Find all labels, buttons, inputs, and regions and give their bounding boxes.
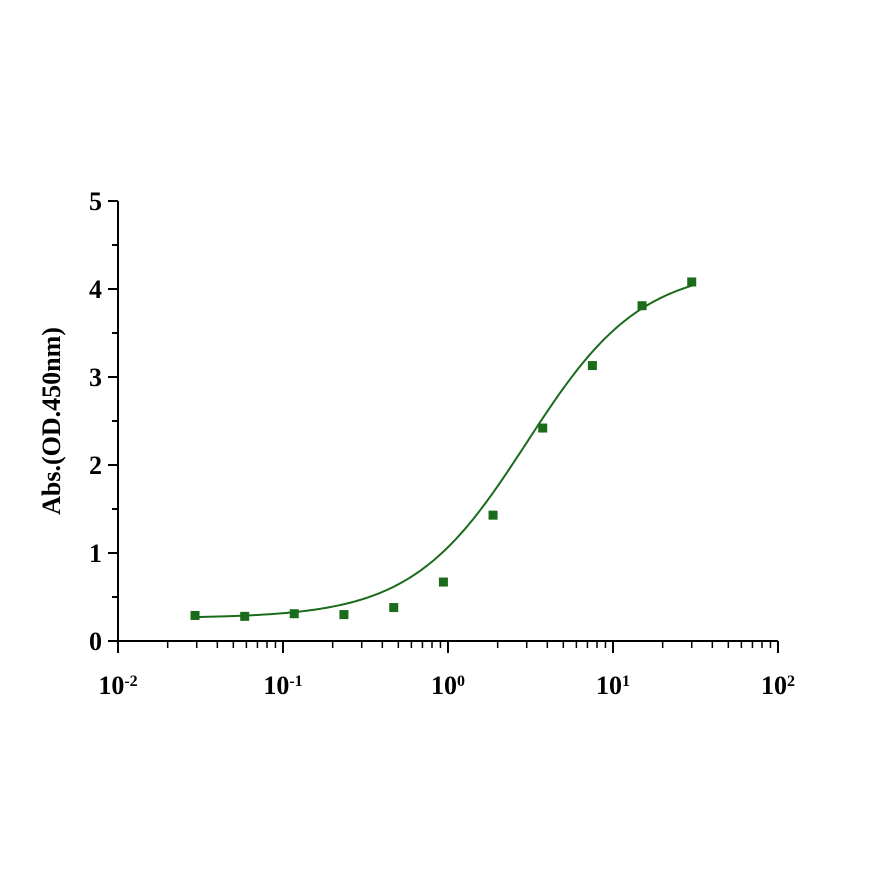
data-point: [538, 423, 548, 433]
fit-curve: [195, 284, 693, 619]
data-point: [240, 611, 250, 621]
data-point: [289, 609, 299, 619]
y-tick-label: 0: [89, 627, 102, 656]
y-tick-label: 5: [89, 187, 102, 216]
data-point: [488, 510, 498, 520]
data-point: [687, 277, 697, 287]
fit-curve-layer: [195, 284, 693, 619]
axes: 0 1 2 3 4 5 10-2 10-1 100 101 102: [89, 187, 795, 700]
x-tick-label: 102: [761, 671, 795, 700]
data-points-layer: [190, 277, 697, 621]
y-tick-label: 2: [89, 451, 102, 480]
data-point: [339, 610, 349, 620]
data-point: [438, 577, 448, 587]
y-axis-label: Abs.(OD.450nm): [37, 327, 66, 515]
y-tick-label: 3: [89, 363, 102, 392]
x-tick-label: 10-2: [98, 671, 137, 700]
data-point: [389, 603, 399, 613]
data-point: [587, 361, 597, 371]
data-point: [637, 301, 647, 311]
y-tick-label: 4: [89, 275, 102, 304]
x-tick-label: 101: [596, 671, 630, 700]
x-tick-label: 10-1: [263, 671, 302, 700]
y-tick-label: 1: [89, 539, 102, 568]
x-tick-label: 100: [431, 671, 465, 700]
data-point: [190, 610, 200, 620]
